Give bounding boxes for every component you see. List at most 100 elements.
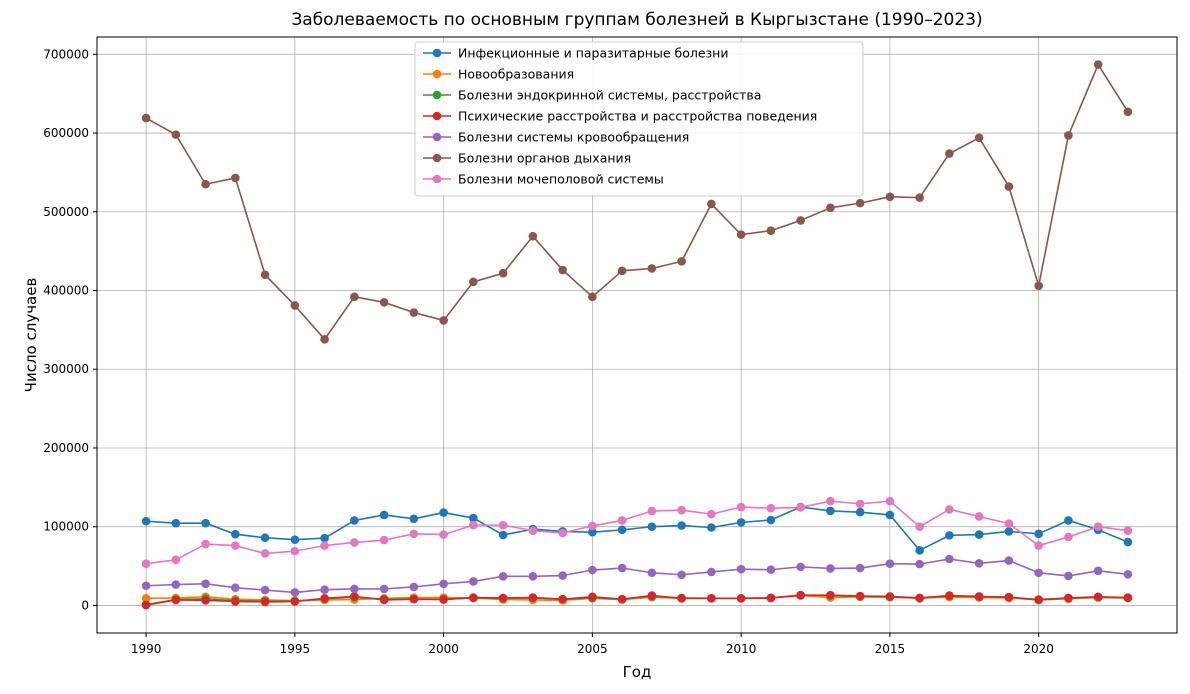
data-point (320, 594, 329, 603)
x-tick-label: 2010 (726, 642, 757, 656)
data-point (290, 597, 300, 606)
data-point (439, 579, 448, 589)
data-point (171, 518, 181, 528)
data-point (528, 526, 538, 535)
data-point (588, 527, 597, 537)
data-point (439, 595, 448, 604)
series-line (145, 63, 1129, 341)
data-point (736, 518, 746, 527)
series-line (145, 594, 1128, 606)
legend-item: Новообразования (423, 67, 574, 82)
data-point (1064, 593, 1073, 603)
series-line (145, 500, 1129, 565)
y-tick-label: 500000 (43, 205, 89, 219)
data-point (260, 597, 270, 607)
y-tick-label: 0 (81, 598, 89, 612)
data-point (260, 270, 270, 280)
data-point (736, 230, 746, 239)
data-point (1004, 556, 1014, 565)
data-point (439, 508, 448, 517)
legend-label: Болезни мочеполовой системы (458, 172, 664, 187)
data-point (796, 216, 805, 225)
data-point (469, 513, 478, 523)
data-point (974, 512, 984, 521)
data-point (766, 593, 776, 603)
data-point (766, 503, 776, 513)
data-point (617, 563, 627, 573)
data-point (885, 496, 895, 506)
data-point (647, 522, 657, 532)
data-point (915, 193, 924, 202)
data-point (290, 588, 300, 597)
data-point (885, 510, 895, 520)
data-point (141, 113, 151, 123)
data-point (1064, 571, 1073, 581)
data-point (528, 231, 538, 241)
data-point (1004, 527, 1014, 536)
data-point (320, 541, 329, 550)
data-point (974, 530, 984, 539)
data-point (409, 594, 419, 604)
data-point (915, 546, 924, 555)
data-point (290, 546, 300, 556)
data-point (201, 518, 210, 528)
x-tick-label: 1995 (280, 642, 311, 656)
legend-item: Инфекционные и паразитарные болезни (423, 46, 728, 61)
data-point (1034, 568, 1043, 578)
data-point (766, 515, 776, 525)
data-point (1093, 592, 1103, 602)
data-point (855, 198, 865, 208)
data-point (736, 502, 746, 512)
data-point (1123, 107, 1133, 117)
y-tick-label: 300000 (43, 362, 89, 376)
axes-frame (96, 36, 1178, 634)
series-6 (141, 496, 1133, 569)
data-point (588, 292, 597, 302)
data-point (1004, 592, 1014, 602)
data-point (350, 292, 359, 302)
y-tick-label: 700000 (43, 47, 89, 61)
data-point (796, 562, 805, 572)
data-point (141, 559, 151, 569)
x-tick-label: 2015 (875, 642, 906, 656)
legend-item: Болезни системы кровообращения (423, 130, 689, 145)
data-point (707, 523, 716, 532)
data-point (1093, 522, 1103, 532)
data-point (409, 514, 419, 524)
legend-box (414, 41, 864, 197)
legend-item: Болезни органов дыхания (423, 151, 631, 166)
legend: Инфекционные и паразитарные болезни Новоо… (414, 41, 864, 197)
series-line (146, 506, 1129, 552)
data-point (617, 266, 627, 276)
tick-layer: 1990 1995 2000 2005 2010 2015 2020 0 100000 20000… (43, 47, 1054, 656)
data-point (498, 520, 508, 530)
series-line (146, 558, 1129, 594)
data-point (796, 503, 805, 512)
data-point (1034, 595, 1043, 604)
y-tick-label: 400000 (43, 284, 89, 298)
legend-item: Психические расстройства и расстройства … (423, 109, 817, 124)
data-point (945, 149, 954, 158)
data-point (855, 507, 865, 517)
data-point (290, 301, 300, 310)
data-point (945, 505, 954, 514)
data-point (826, 203, 835, 213)
y-tick-label: 600000 (43, 126, 89, 140)
data-point (320, 335, 329, 344)
data-point (171, 595, 181, 605)
data-point (826, 496, 835, 506)
legend-marker (432, 90, 442, 100)
x-tick-label: 1990 (131, 642, 162, 656)
legend-label: Болезни эндокринной системы, расстройств… (458, 88, 761, 103)
data-point (647, 506, 657, 516)
data-point (350, 538, 359, 547)
data-point (231, 529, 240, 539)
data-point (409, 308, 419, 317)
legend-marker (432, 69, 442, 79)
x-tick-label: 2005 (577, 642, 608, 656)
legend-items: Инфекционные и паразитарные болезни Новоо… (423, 46, 817, 187)
y-axis-label: Число случаев (22, 278, 40, 393)
data-point (766, 226, 776, 235)
legend-item: Болезни мочеполовой системы (423, 172, 664, 187)
data-point (379, 595, 389, 605)
